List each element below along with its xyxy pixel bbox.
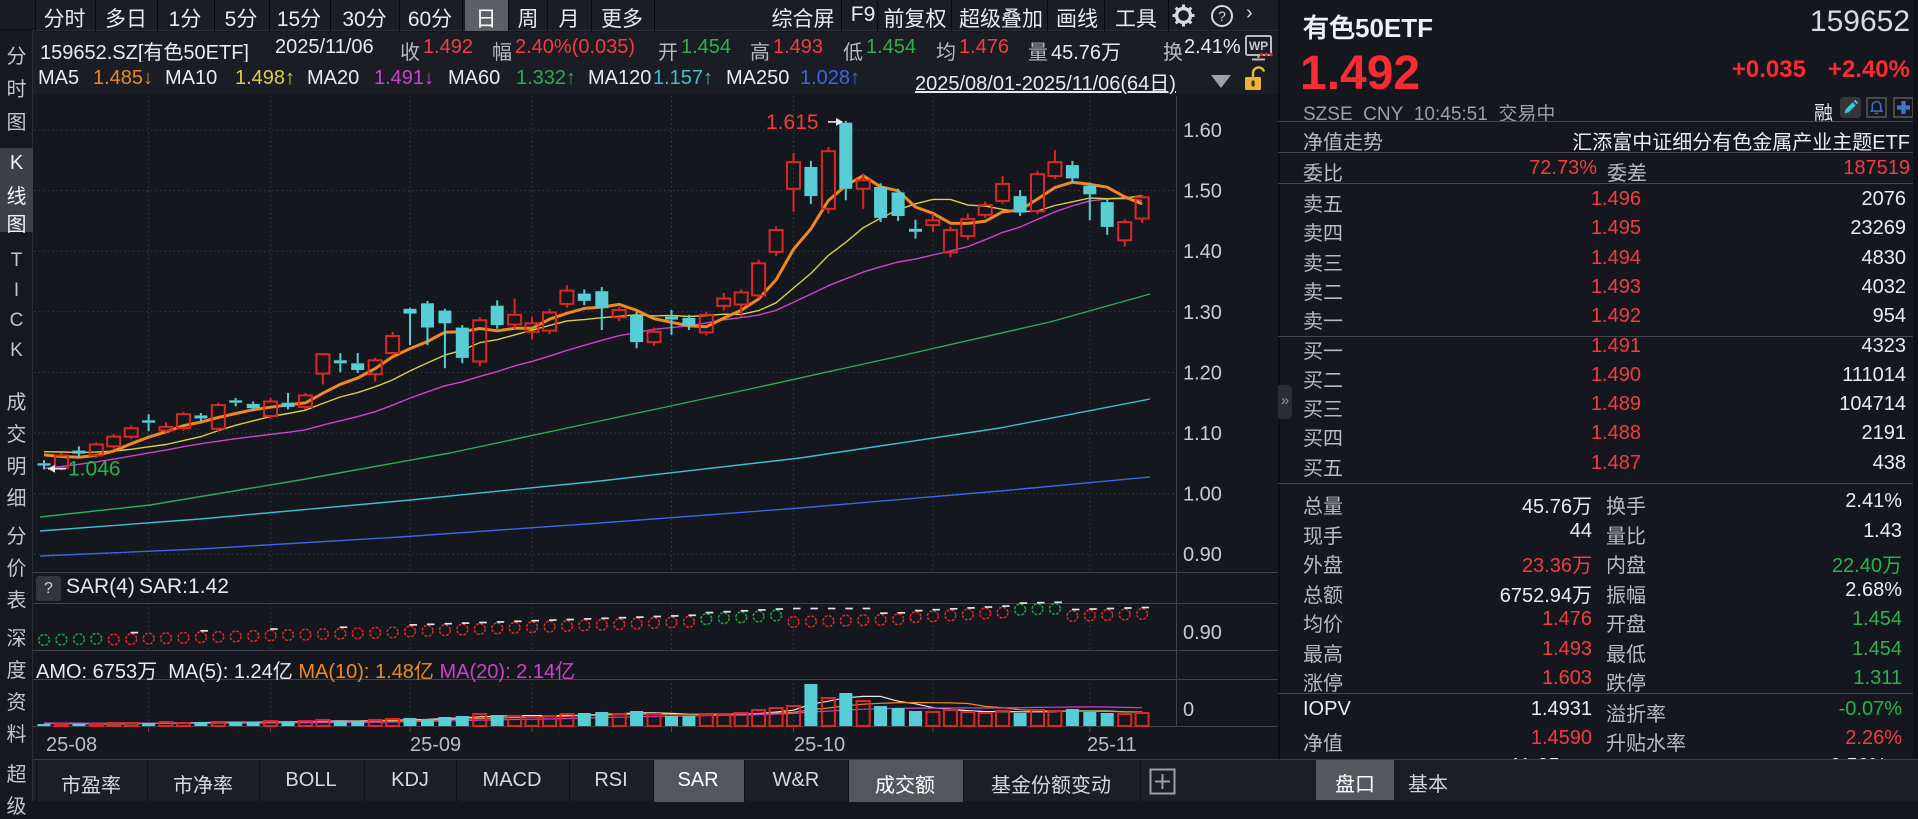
svg-text:0.90: 0.90 bbox=[1183, 544, 1222, 566]
svg-text:1.10: 1.10 bbox=[1183, 423, 1222, 445]
svg-text:25-09: 25-09 bbox=[410, 734, 461, 756]
svg-text:1.30: 1.30 bbox=[1183, 302, 1222, 324]
svg-text:1.00: 1.00 bbox=[1183, 484, 1222, 506]
svg-text:1.40: 1.40 bbox=[1183, 241, 1222, 263]
svg-text:1.046: 1.046 bbox=[68, 458, 121, 481]
svg-text:1.50: 1.50 bbox=[1183, 181, 1222, 203]
svg-text:1.60: 1.60 bbox=[1183, 120, 1222, 142]
svg-text:WP: WP bbox=[1249, 39, 1268, 53]
svg-text:0: 0 bbox=[1183, 699, 1194, 721]
svg-text:0.90: 0.90 bbox=[1183, 622, 1222, 644]
svg-text:25-10: 25-10 bbox=[794, 734, 845, 756]
svg-text:25-08: 25-08 bbox=[46, 734, 97, 756]
svg-text:1.20: 1.20 bbox=[1183, 362, 1222, 384]
svg-text:1.615: 1.615 bbox=[766, 111, 819, 134]
svg-text:?: ? bbox=[1218, 8, 1226, 24]
svg-text:25-11: 25-11 bbox=[1087, 734, 1137, 756]
